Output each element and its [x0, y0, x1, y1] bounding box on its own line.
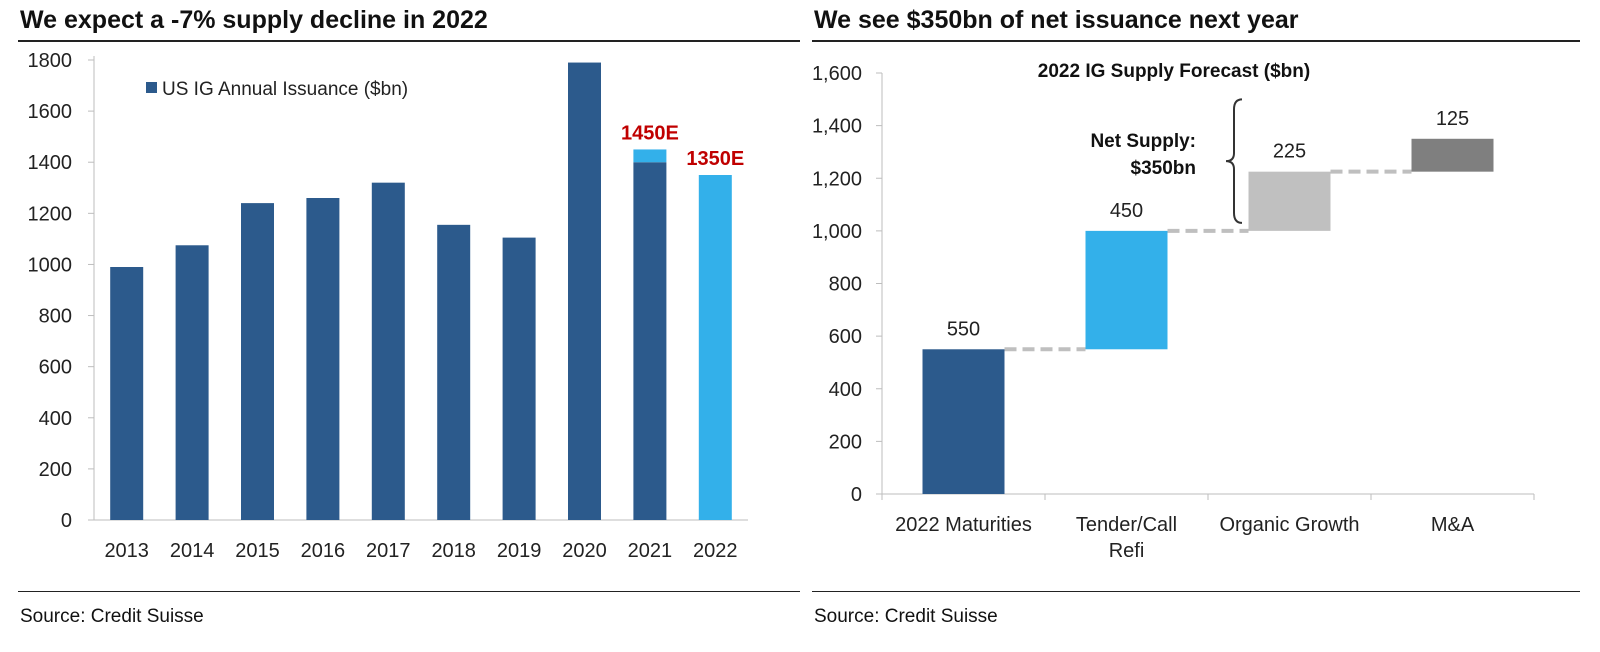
x-tick-label: 2021	[628, 540, 673, 562]
net-supply-value: $350bn	[1131, 158, 1196, 179]
right-source-note: Source: Credit Suisse	[814, 606, 998, 627]
bar-2017	[371, 182, 405, 520]
y-tick-label: 1,000	[812, 221, 862, 243]
y-tick-label: 1,400	[812, 116, 862, 138]
y-tick-label: 1600	[28, 101, 73, 123]
left-chart-title: We expect a -7% supply decline in 2022	[20, 6, 488, 34]
x-tick-label: 2013	[104, 540, 149, 562]
y-tick-label: 600	[39, 357, 72, 379]
y-tick-label: 1000	[28, 254, 73, 276]
bar-value-label: 450	[1110, 200, 1143, 222]
waterfall-bar-1	[1085, 230, 1168, 350]
y-tick-label: 1,600	[812, 63, 862, 85]
bar-2013	[110, 267, 144, 520]
x-tick-label: Tender/Call	[1076, 514, 1177, 536]
y-tick-label: 800	[39, 306, 72, 328]
bar-value-label: 125	[1436, 108, 1469, 130]
x-tick-label: 2017	[366, 540, 411, 562]
legend-label: US IG Annual Issuance ($bn)	[162, 79, 408, 100]
y-tick-label: 0	[61, 510, 72, 532]
waterfall-bar-2	[1248, 171, 1331, 231]
y-tick-label: 400	[829, 379, 862, 401]
left-panel: We expect a -7% supply decline in 2022 0…	[18, 0, 800, 652]
y-tick-label: 400	[39, 408, 72, 430]
y-tick-label: 1400	[28, 152, 73, 174]
bar-2021	[633, 162, 667, 520]
x-tick-label: Refi	[1109, 540, 1145, 562]
x-tick-label: 2014	[170, 540, 215, 562]
bar-2022-estimate	[698, 175, 732, 520]
y-tick-label: 600	[829, 326, 862, 348]
bar-2014	[175, 245, 209, 520]
x-tick-label: 2022 Maturities	[895, 514, 1032, 536]
x-tick-label: 2022	[693, 540, 738, 562]
left-source-note: Source: Credit Suisse	[20, 606, 204, 627]
x-tick-label: 2018	[431, 540, 476, 562]
y-tick-label: 200	[829, 431, 862, 453]
data-label-2021: 1450E	[621, 122, 679, 144]
left-bottom-rule	[18, 591, 800, 592]
waterfall-bar-3	[1411, 138, 1494, 172]
y-tick-label: 1800	[28, 50, 73, 72]
net-supply-label: Net Supply:	[1090, 131, 1196, 152]
waterfall-bar-0	[922, 349, 1005, 494]
left-title-rule	[18, 40, 800, 42]
right-bottom-rule	[812, 591, 1580, 592]
net-supply-brace	[1225, 98, 1243, 224]
x-tick-label: 2016	[301, 540, 346, 562]
issuance-bar-chart: 0 200 400 600 800 1000 1200 1400 1600 1800 2013 201…	[28, 50, 748, 562]
bar-2016	[306, 198, 340, 520]
right-panel: We see $350bn of net issuance next year …	[812, 0, 1580, 652]
bar-value-label: 225	[1273, 141, 1306, 163]
y-tick-label: 200	[39, 459, 72, 481]
x-tick-label: Organic Growth	[1219, 514, 1359, 536]
bar-2015	[241, 203, 274, 520]
bar-2020	[568, 62, 601, 521]
bar-2019	[502, 237, 536, 520]
x-tick-label: 2020	[562, 540, 607, 562]
y-tick-label: 1,200	[812, 168, 862, 190]
bar-2018	[437, 224, 471, 521]
x-tick-label: 2015	[235, 540, 280, 562]
right-chart-title: We see $350bn of net issuance next year	[814, 6, 1299, 34]
x-tick-label: 2019	[497, 540, 542, 562]
bar-value-label: 550	[947, 318, 980, 340]
data-label-2022: 1350E	[686, 148, 744, 170]
y-tick-label: 0	[851, 484, 862, 506]
x-tick-label: M&A	[1431, 514, 1475, 536]
supply-waterfall-chart: 2022 IG Supply Forecast ($bn) 0 200 400 600 8…	[812, 61, 1535, 562]
legend-swatch	[146, 82, 157, 93]
inner-chart-title: 2022 IG Supply Forecast ($bn)	[1038, 61, 1310, 82]
bar-2021-estimate	[633, 149, 667, 163]
y-tick-label: 800	[829, 274, 862, 296]
right-title-rule	[812, 40, 1580, 42]
y-tick-label: 1200	[28, 203, 73, 225]
